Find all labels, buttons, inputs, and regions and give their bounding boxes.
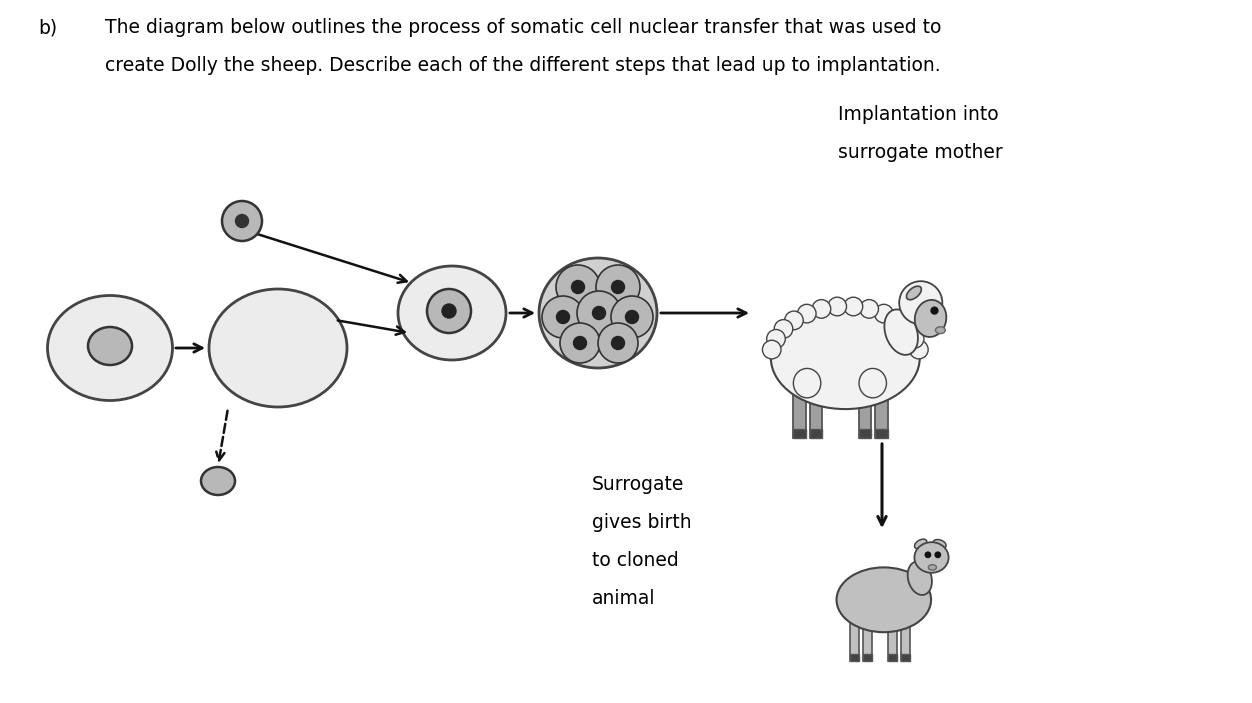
Circle shape <box>828 297 846 316</box>
Ellipse shape <box>884 309 918 355</box>
Ellipse shape <box>906 286 921 299</box>
Circle shape <box>774 320 793 338</box>
Bar <box>793 429 805 438</box>
Circle shape <box>235 214 248 228</box>
Circle shape <box>844 297 863 316</box>
Circle shape <box>899 281 943 324</box>
Bar <box>810 387 823 438</box>
Circle shape <box>571 280 585 293</box>
Text: Surrogate: Surrogate <box>592 475 685 494</box>
Circle shape <box>556 311 570 323</box>
Ellipse shape <box>771 307 920 409</box>
Circle shape <box>573 337 586 349</box>
Ellipse shape <box>398 266 506 360</box>
Ellipse shape <box>908 562 931 595</box>
Circle shape <box>935 552 940 557</box>
Bar <box>850 654 860 661</box>
Bar <box>889 654 898 661</box>
Circle shape <box>905 330 924 348</box>
Bar <box>859 429 871 438</box>
Circle shape <box>626 311 639 323</box>
Ellipse shape <box>540 258 657 368</box>
Bar <box>793 387 805 438</box>
Bar <box>810 429 823 438</box>
Text: The diagram below outlines the process of somatic cell nuclear transfer that was: The diagram below outlines the process o… <box>105 18 942 37</box>
Bar <box>863 618 873 661</box>
Bar <box>889 618 898 661</box>
Circle shape <box>785 311 804 330</box>
Ellipse shape <box>48 295 173 401</box>
Ellipse shape <box>914 542 949 573</box>
Circle shape <box>556 265 600 309</box>
Bar <box>875 387 888 438</box>
Circle shape <box>596 265 640 309</box>
Circle shape <box>898 320 916 338</box>
Circle shape <box>611 280 625 293</box>
Circle shape <box>611 337 625 349</box>
Ellipse shape <box>836 567 931 632</box>
Bar <box>901 654 910 661</box>
Circle shape <box>798 304 816 323</box>
Text: surrogate mother: surrogate mother <box>838 143 1003 162</box>
Circle shape <box>222 201 262 241</box>
Bar <box>859 387 871 438</box>
Ellipse shape <box>914 539 926 549</box>
Circle shape <box>874 304 893 323</box>
Circle shape <box>611 296 654 338</box>
Circle shape <box>888 311 906 330</box>
Circle shape <box>577 291 621 335</box>
Bar <box>875 429 888 438</box>
Text: to cloned: to cloned <box>592 551 679 570</box>
Text: animal: animal <box>592 589 656 608</box>
Circle shape <box>427 289 471 333</box>
Ellipse shape <box>202 467 235 495</box>
Circle shape <box>592 307 606 319</box>
Ellipse shape <box>794 368 821 398</box>
Text: b): b) <box>38 18 58 37</box>
Circle shape <box>813 299 831 318</box>
Ellipse shape <box>915 300 947 337</box>
Ellipse shape <box>859 368 886 398</box>
Circle shape <box>442 304 456 318</box>
Circle shape <box>598 323 639 363</box>
Circle shape <box>560 323 600 363</box>
Bar <box>863 654 873 661</box>
Text: create Dolly the sheep. Describe each of the different steps that lead up to imp: create Dolly the sheep. Describe each of… <box>105 56 940 75</box>
Circle shape <box>766 330 785 348</box>
Circle shape <box>909 340 928 359</box>
Circle shape <box>931 307 938 314</box>
Ellipse shape <box>933 539 947 548</box>
Circle shape <box>542 296 583 338</box>
Bar <box>901 618 910 661</box>
Text: Implantation into: Implantation into <box>838 105 999 124</box>
Ellipse shape <box>88 327 131 365</box>
Ellipse shape <box>928 565 936 570</box>
Circle shape <box>762 340 781 359</box>
Circle shape <box>860 299 879 318</box>
Circle shape <box>925 552 930 557</box>
Ellipse shape <box>209 289 347 407</box>
Text: gives birth: gives birth <box>592 513 691 532</box>
Bar <box>850 618 860 661</box>
Ellipse shape <box>935 327 945 334</box>
